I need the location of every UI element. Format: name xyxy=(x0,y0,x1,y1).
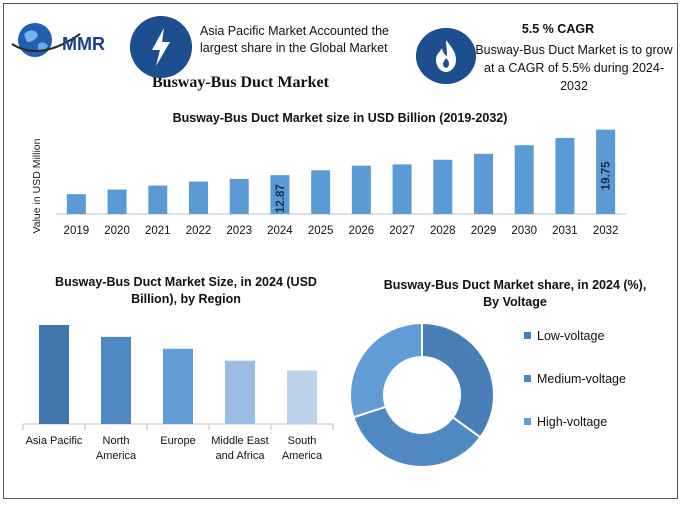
legend-swatch xyxy=(524,332,531,339)
bar-2031 xyxy=(555,137,575,214)
legend-item-low-voltage: Low-voltage xyxy=(524,327,626,344)
bar-2029 xyxy=(474,153,493,214)
bar-2027 xyxy=(392,164,412,214)
x-tick-label: 2029 xyxy=(471,225,497,237)
x-tick-label: 2026 xyxy=(349,225,375,237)
yearly-bar-chart: Value in USD Million 2019 2020 2021 2022 2023… xyxy=(31,129,626,237)
bar-region xyxy=(163,348,193,424)
brand-title: Busway-Bus Duct Market xyxy=(152,74,329,91)
x-tick-label: 2022 xyxy=(186,225,212,237)
x-tick-label: 2030 xyxy=(511,225,537,237)
bar-2022 xyxy=(189,181,208,214)
legend-item-medium-voltage: Medium-voltage xyxy=(524,370,626,387)
x-tick-label: Europe xyxy=(160,435,195,447)
voltage-legend: Low-voltage Medium-voltage High-voltage xyxy=(524,327,626,456)
legend-swatch xyxy=(524,418,531,425)
bar-2020 xyxy=(107,189,127,214)
slice-medium-voltage xyxy=(352,405,482,468)
bar-2025 xyxy=(311,170,331,214)
bar-2023 xyxy=(229,178,249,214)
x-tick-label: 2027 xyxy=(389,225,415,237)
x-tick-label: 2023 xyxy=(226,225,252,237)
x-tick-label: Middle East xyxy=(211,435,268,447)
x-tick-label: 2020 xyxy=(104,225,130,237)
x-tick-label: America xyxy=(96,450,137,462)
mmr-logo: MMR xyxy=(11,23,105,57)
region-chart-title: Busway-Bus Duct Market Size, in 2024 (US… xyxy=(55,275,317,306)
bar-region xyxy=(287,370,317,424)
x-tick-label: South xyxy=(288,435,317,447)
x-tick-label: 2019 xyxy=(64,225,90,237)
flame-icon xyxy=(416,28,476,84)
data-label: 12.87 xyxy=(275,184,287,213)
x-tick-label: Asia Pacific xyxy=(26,435,83,447)
svg-text:MMR: MMR xyxy=(62,34,105,54)
slice-low-voltage xyxy=(421,321,495,439)
yearly-chart-title: Busway-Bus Duct Market size in USD Billi… xyxy=(172,111,508,125)
x-tick-label: America xyxy=(282,450,323,462)
x-tick-label: North xyxy=(103,435,130,447)
voltage-chart-title: Busway-Bus Duct Market share, in 2024 (%… xyxy=(383,278,647,309)
fact-asia-pacific: Asia Pacific Market Accounted the larges… xyxy=(200,24,389,55)
bar-region xyxy=(39,325,69,424)
cagr-description: Busway-Bus Duct Market is to grow at a C… xyxy=(475,43,673,93)
bar-2032 xyxy=(596,129,616,214)
bar-2026 xyxy=(351,165,371,214)
x-tick-label: 2032 xyxy=(593,225,619,237)
slice-high-voltage xyxy=(349,321,423,419)
cagr-title: 5.5 % CAGR xyxy=(521,22,595,36)
bar-2021 xyxy=(148,185,168,214)
bar-2024 xyxy=(270,175,290,214)
legend-swatch xyxy=(524,375,531,382)
lightning-bolt-icon xyxy=(130,16,192,78)
x-tick-label: 2025 xyxy=(308,225,334,237)
data-label: 19.75 xyxy=(601,161,613,190)
bar-region xyxy=(101,336,131,424)
bar-2028 xyxy=(433,159,453,214)
x-tick-label: 2028 xyxy=(430,225,456,237)
bar-2030 xyxy=(514,145,534,214)
x-tick-label: 2021 xyxy=(145,225,171,237)
legend-label: High-voltage xyxy=(537,414,608,429)
bar-2019 xyxy=(66,194,86,214)
voltage-donut-chart xyxy=(349,321,495,468)
x-tick-label: 2031 xyxy=(552,225,578,237)
bar-region xyxy=(225,360,255,424)
y-axis-label: Value in USD Million xyxy=(31,138,43,233)
infographic-frame xyxy=(3,3,678,499)
x-tick-label: 2024 xyxy=(267,225,293,237)
x-tick-label: and Africa xyxy=(216,450,266,462)
legend-label: Low-voltage xyxy=(537,328,605,343)
legend-item-high-voltage: High-voltage xyxy=(524,413,626,430)
region-bar-chart: Asia Pacific North America Europe Middle Eas… xyxy=(22,325,334,462)
legend-label: Medium-voltage xyxy=(537,371,626,386)
